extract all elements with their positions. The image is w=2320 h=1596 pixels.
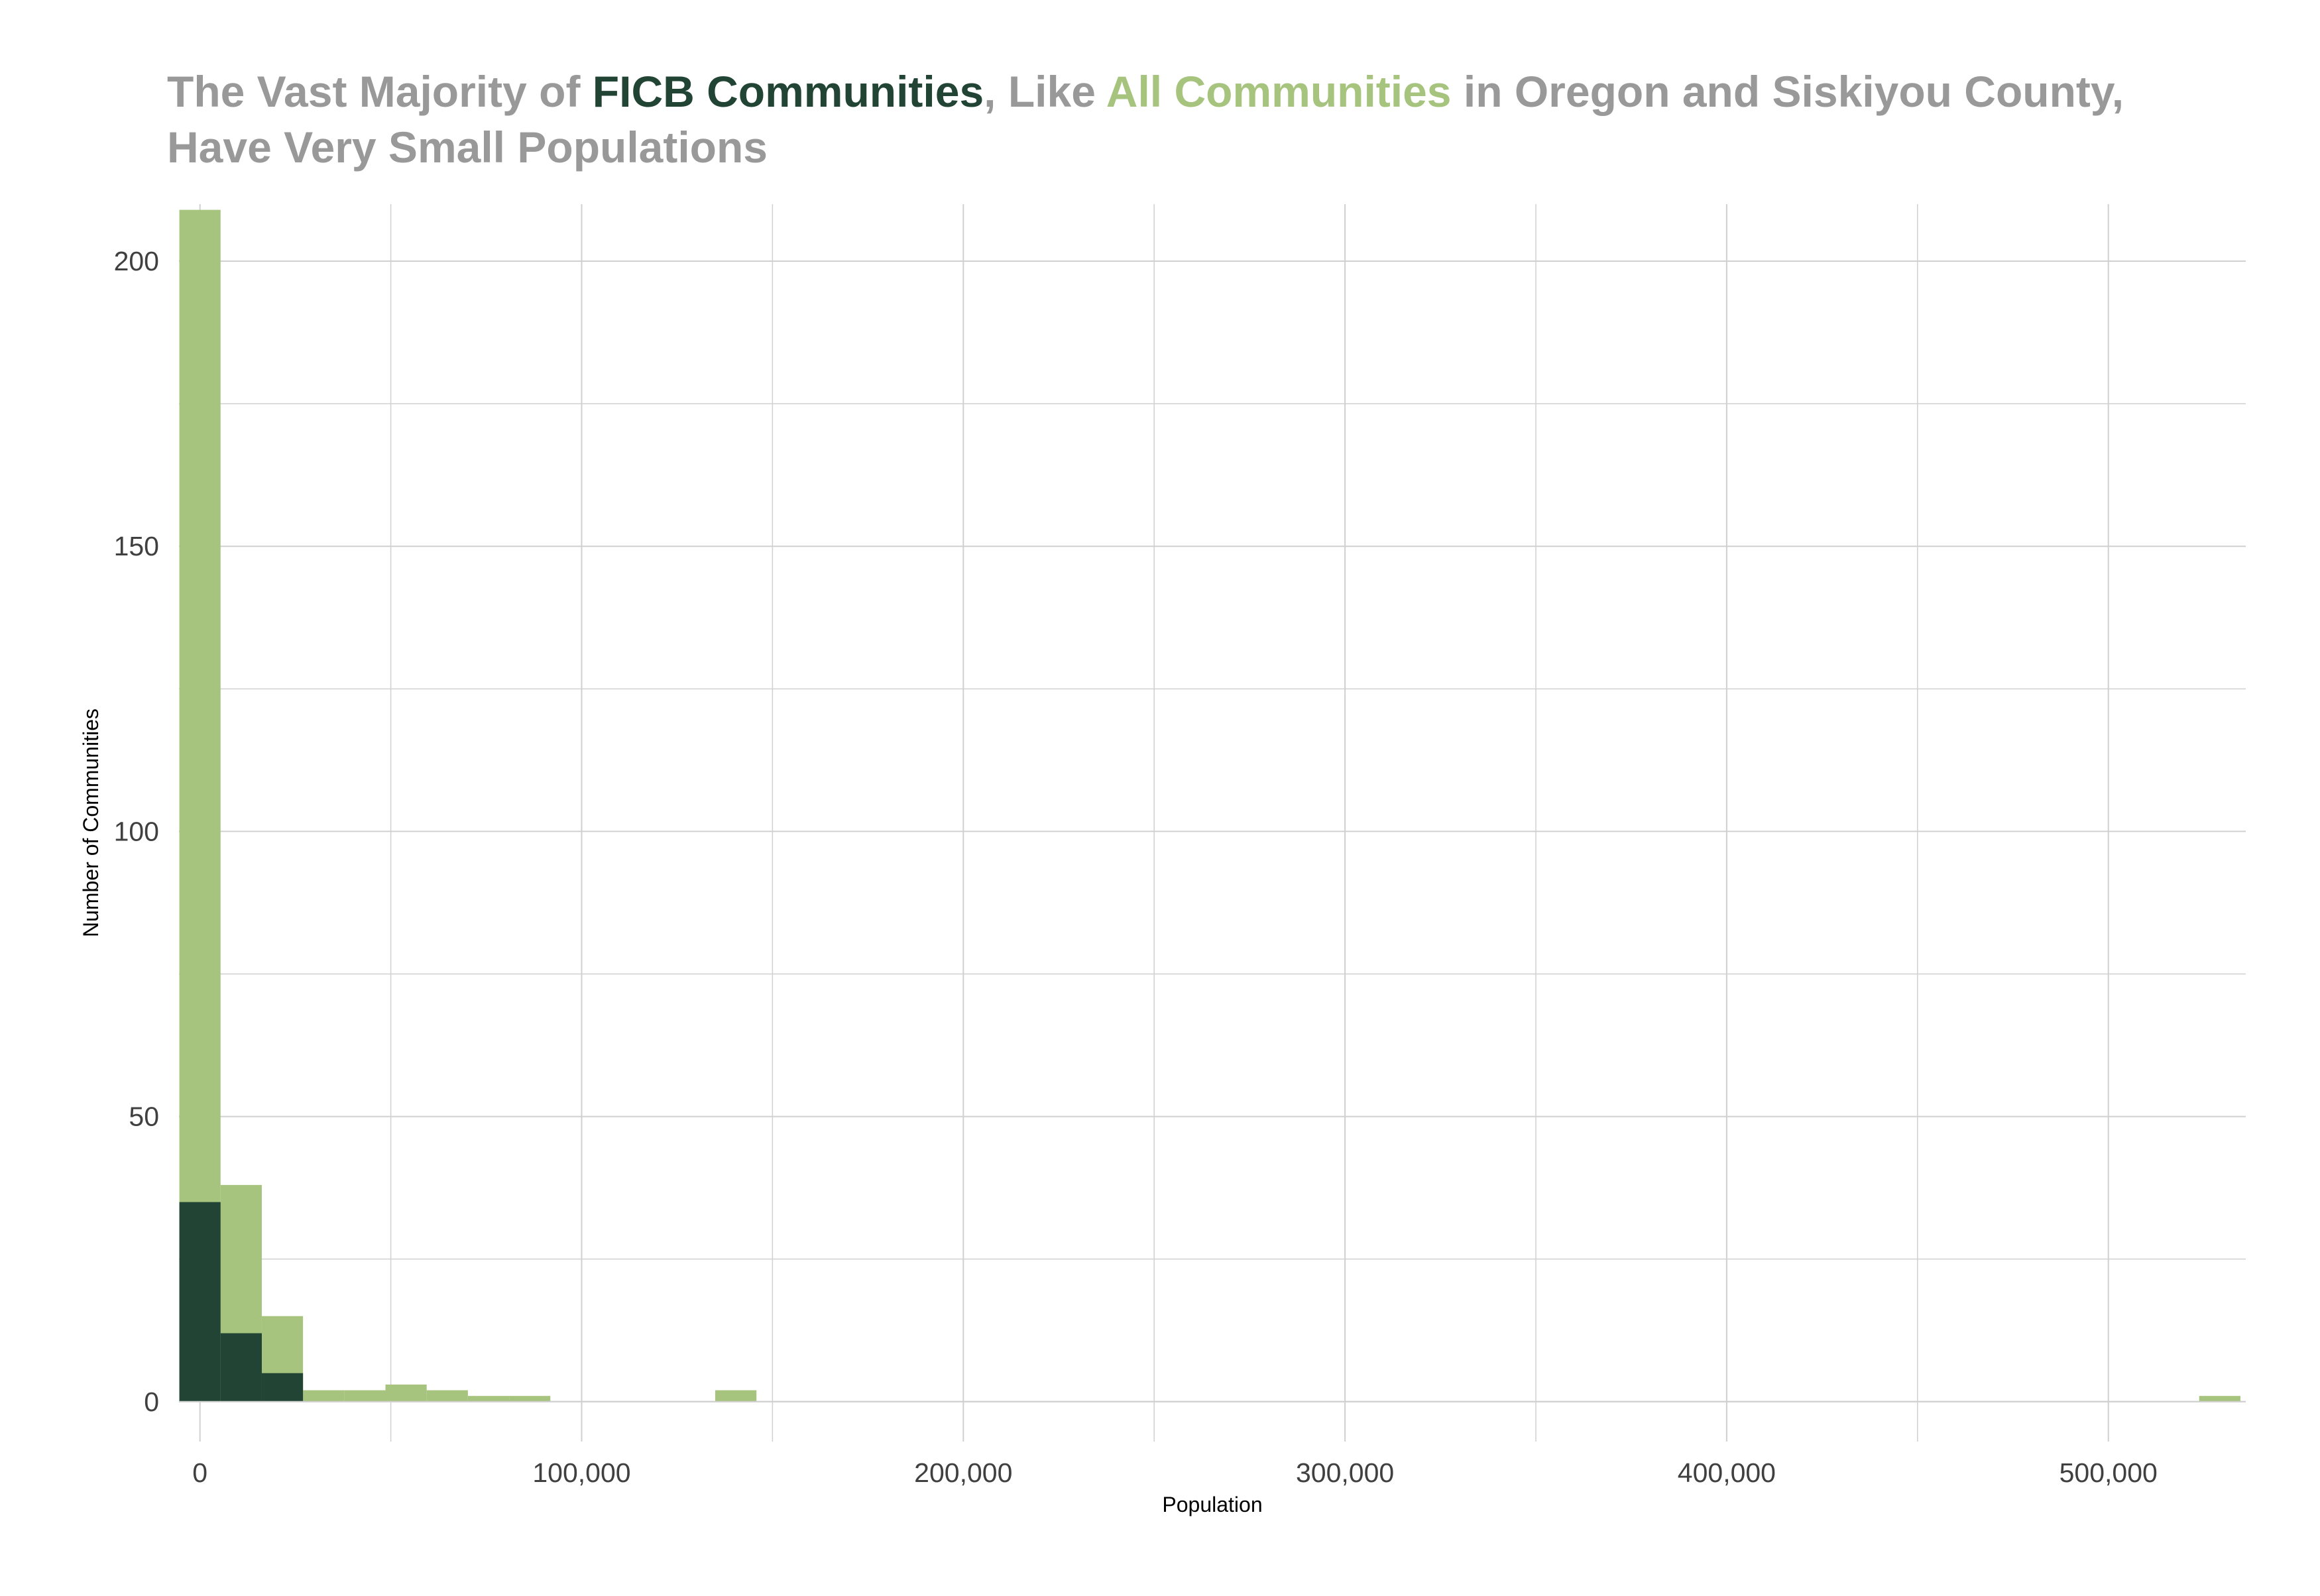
bar-ficb-communities: [179, 1202, 221, 1402]
x-tick-label: 0: [192, 1457, 207, 1488]
x-tick-label: 300,000: [1296, 1457, 1394, 1488]
chart-title-line-1: The Vast Majority of FICB Communities, L…: [167, 64, 2222, 119]
bar-all-communities: [715, 1390, 757, 1402]
x-axis-title: Population: [1162, 1493, 1262, 1516]
title-text-2: , Like: [984, 67, 1106, 116]
title-text-3: in Oregon and Siskiyou County,: [1451, 67, 2124, 116]
title-highlight-all: All Communities: [1106, 67, 1452, 116]
bar-all-communities: [344, 1390, 386, 1402]
y-tick-label: 200: [114, 246, 159, 276]
bar-all-communities: [467, 1396, 510, 1402]
x-tick-label: 500,000: [2059, 1457, 2158, 1488]
bar-all-communities: [385, 1384, 427, 1402]
bar-ficb-communities: [261, 1373, 304, 1402]
bar-ficb-communities: [220, 1333, 262, 1402]
x-tick-label: 100,000: [532, 1457, 630, 1488]
y-tick-label: 50: [129, 1102, 159, 1132]
chart-title-line-2: Have Very Small Populations: [167, 123, 768, 172]
x-tick-label: 200,000: [914, 1457, 1012, 1488]
y-tick-label: 100: [114, 816, 159, 846]
bar-all-communities: [426, 1390, 468, 1402]
bars-all-communities: [179, 209, 2240, 1402]
title-highlight-ficb: FICB Communities: [592, 67, 984, 116]
y-tick-label: 150: [114, 531, 159, 561]
bar-all-communities: [303, 1390, 345, 1402]
y-axis-title: Number of Communities: [79, 709, 103, 937]
grid-lines: [179, 204, 2246, 1442]
x-tick-label: 400,000: [1678, 1457, 1776, 1488]
bar-all-communities: [2199, 1396, 2240, 1402]
x-tick-labels: 0 100,000 200,000 300,000 400,000 500,000: [192, 1457, 2158, 1488]
title-text-1: The Vast Majority of: [167, 67, 593, 116]
chart-title: The Vast Majority of FICB Communities, L…: [167, 64, 2222, 175]
bars-ficb-communities: [179, 1202, 304, 1402]
bar-all-communities: [509, 1396, 551, 1402]
y-tick-label: 0: [144, 1387, 159, 1417]
y-tick-labels: 0 50 100 150 200: [114, 246, 159, 1417]
